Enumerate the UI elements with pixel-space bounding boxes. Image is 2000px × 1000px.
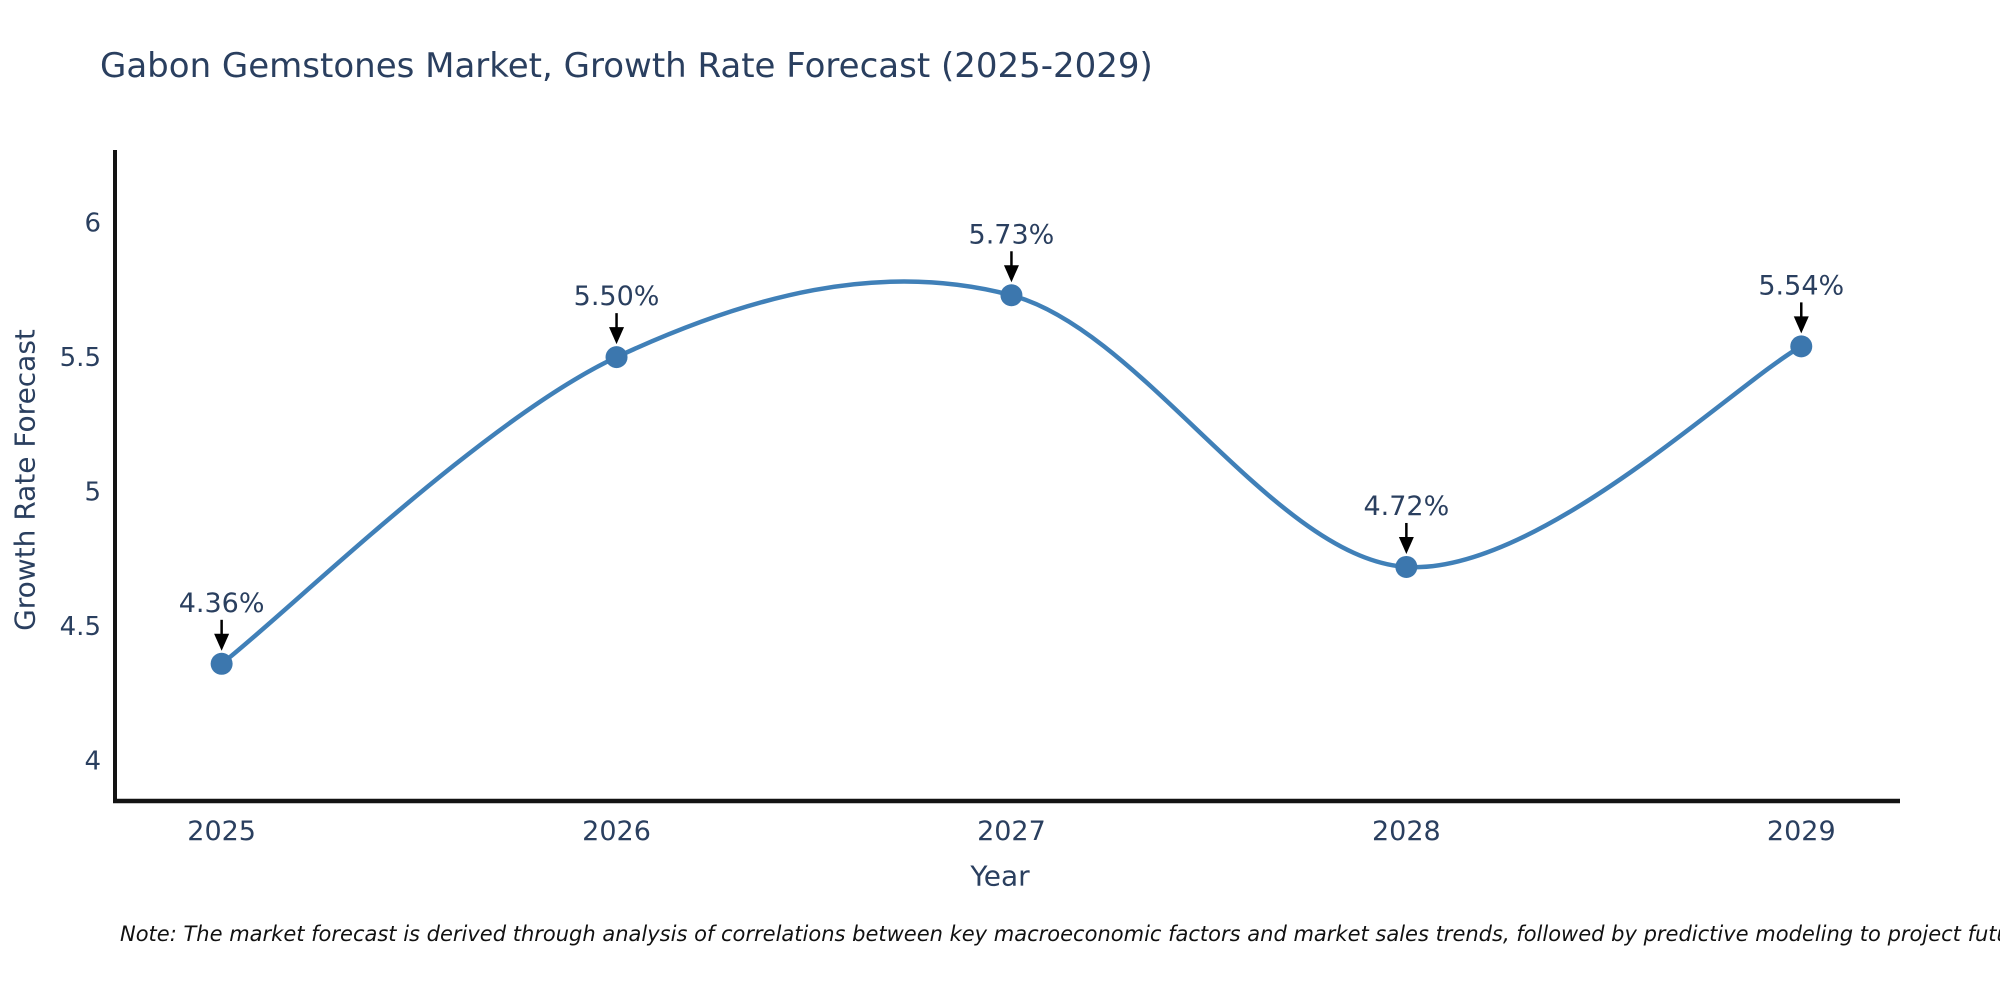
annotation-arrowhead-icon (1398, 536, 1414, 554)
annotation-arrowhead-icon (1793, 316, 1809, 334)
annotation-arrowhead-icon (1003, 265, 1019, 283)
y-tick-label: 4.5 (60, 612, 101, 642)
data-point-label: 5.73% (969, 219, 1055, 250)
data-point-marker[interactable] (1395, 555, 1418, 578)
annotation-arrowhead-icon (609, 327, 625, 345)
x-tick-label: 2028 (1372, 816, 1441, 847)
x-tick-label: 2027 (977, 816, 1046, 847)
data-point-marker[interactable] (605, 346, 628, 369)
y-tick-label: 6 (84, 209, 101, 239)
annotation-arrowhead-icon (214, 633, 230, 651)
data-point-label: 5.54% (1758, 270, 1844, 301)
x-axis-label: Year (970, 859, 1030, 893)
data-point-label: 5.50% (574, 281, 660, 312)
series-line (219, 279, 1804, 667)
data-point-label: 4.72% (1363, 491, 1449, 522)
data-point-marker[interactable] (1790, 335, 1813, 358)
y-tick-label: 5.5 (60, 343, 101, 373)
data-point-label: 4.36% (179, 588, 265, 619)
chart-title: Gabon Gemstones Market, Growth Rate Fore… (100, 46, 1153, 86)
data-point-marker[interactable] (210, 652, 233, 675)
data-point-marker[interactable] (1000, 284, 1023, 307)
x-tick-label: 2026 (582, 816, 651, 847)
footnote: Note: The market forecast is derived thr… (120, 922, 2000, 946)
y-tick-label: 5 (84, 478, 101, 508)
x-tick-label: 2025 (187, 816, 256, 847)
x-tick-label: 2029 (1767, 816, 1836, 847)
y-tick-label: 4 (84, 747, 101, 777)
